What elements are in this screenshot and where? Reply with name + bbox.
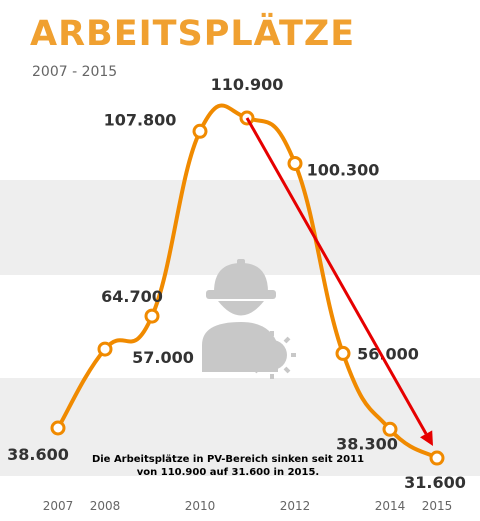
data-point [335, 345, 351, 361]
value-label: 110.900 [211, 75, 284, 94]
chart-title: ARBEITSPLÄTZE [30, 14, 356, 54]
data-point [97, 341, 113, 357]
annotation-line-1: Die Arbeitsplätze in PV-Bereich sinken s… [92, 454, 364, 465]
value-label: 38.300 [336, 434, 398, 453]
x-tick-label: 2007 [43, 499, 74, 513]
data-point [144, 308, 160, 324]
value-label: 64.700 [101, 287, 163, 306]
data-point [429, 450, 445, 466]
x-tick-label: 2008 [90, 499, 121, 513]
background-band [0, 378, 480, 476]
x-tick-label: 2012 [280, 499, 311, 513]
annotation: Die Arbeitsplätze in PV-Bereich sinken s… [92, 117, 433, 478]
trend-arrow-head [420, 430, 433, 447]
value-label: 107.800 [104, 110, 177, 129]
data-point [50, 420, 66, 436]
value-label: 100.300 [307, 160, 380, 179]
x-tick-label: 2015 [422, 499, 453, 513]
value-label: 31.600 [404, 473, 466, 492]
data-point [192, 123, 208, 139]
x-tick-label: 2014 [375, 499, 406, 513]
value-label: 57.000 [132, 348, 194, 367]
x-tick-label: 2010 [185, 499, 216, 513]
value-label: 56.000 [357, 344, 419, 363]
data-point [382, 421, 398, 437]
data-point [287, 155, 303, 171]
annotation-line-2: von 110.900 auf 31.600 in 2015. [137, 467, 319, 478]
worker-sun-icon [202, 259, 296, 379]
trend-arrow [245, 117, 428, 435]
value-label: 38.600 [7, 445, 69, 464]
chart-subtitle: 2007 - 2015 [32, 64, 118, 80]
